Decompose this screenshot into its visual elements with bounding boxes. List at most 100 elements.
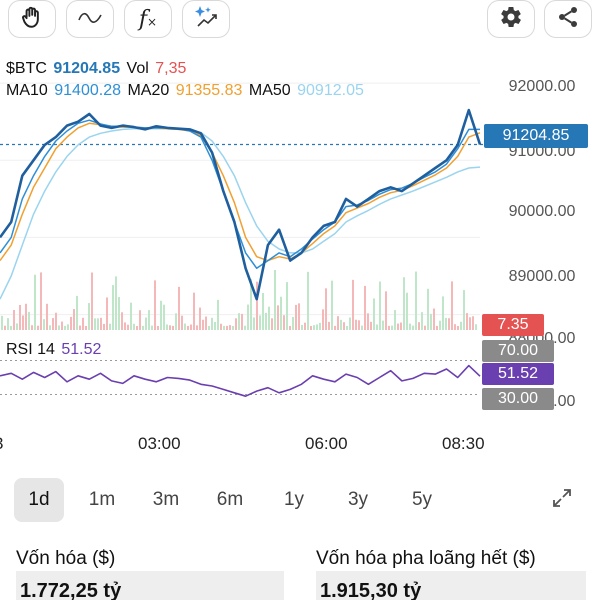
volume-bar	[340, 319, 342, 330]
volume-bar	[418, 322, 420, 330]
volume-bar	[10, 325, 12, 330]
range-5y[interactable]: 5y	[411, 489, 433, 510]
volume-bar	[412, 325, 414, 330]
volume-bar	[208, 325, 210, 330]
volume-bar	[442, 296, 444, 330]
volume-bar	[181, 315, 183, 330]
volume-bar	[16, 323, 18, 330]
volume-bar	[19, 304, 21, 330]
volume-bar	[121, 312, 123, 330]
volume-bar	[466, 313, 468, 330]
volume-bar	[352, 279, 354, 330]
volume-bar	[349, 317, 351, 330]
price-chart[interactable]	[0, 40, 600, 420]
volume-bar	[199, 307, 201, 330]
range-6m[interactable]: 6m	[216, 489, 244, 510]
rsi-line	[0, 364, 481, 398]
volume-bar	[430, 313, 432, 330]
volume-bar	[355, 319, 357, 330]
volume-bar	[394, 310, 396, 330]
rsi-30-badge: 30.00	[482, 388, 554, 410]
price-tick-92000: 92000.00	[508, 78, 576, 95]
range-3y[interactable]: 3y	[347, 489, 369, 510]
time-tick-0300: 03:00	[138, 434, 181, 453]
volume-bar	[91, 272, 93, 330]
line-style-button[interactable]	[66, 0, 114, 38]
share-icon	[556, 5, 580, 34]
volume-bar	[427, 288, 429, 330]
volume-bar	[445, 317, 447, 330]
settings-button[interactable]	[487, 0, 535, 38]
volume-bar	[424, 325, 426, 330]
volume-bar	[55, 312, 57, 330]
volume-bar	[157, 325, 159, 330]
volume-bar	[304, 322, 306, 330]
volume-bar	[463, 290, 465, 330]
volume-bar	[415, 271, 417, 330]
volume-bar	[88, 303, 90, 330]
volume-bar	[226, 325, 228, 330]
volume-bar	[283, 315, 285, 330]
volume-bar	[253, 317, 255, 330]
ma50-line	[0, 127, 481, 300]
volume-bar	[85, 325, 87, 330]
volume-bar	[454, 324, 456, 330]
volume-bar	[82, 317, 84, 330]
volume-bar	[31, 325, 33, 330]
volume-bar	[64, 325, 66, 330]
volume-bar	[25, 303, 27, 330]
volume-bar	[229, 325, 231, 330]
volume-bar	[265, 312, 267, 330]
volume-bar	[127, 324, 129, 330]
range-3m[interactable]: 3m	[152, 489, 180, 510]
volume-bar	[280, 296, 282, 330]
volume-bar	[46, 303, 48, 330]
drawing-tool-button[interactable]	[8, 0, 56, 38]
volume-bar	[109, 323, 111, 330]
volume-bar	[220, 323, 222, 330]
indicators-button[interactable]: f×	[124, 0, 172, 38]
volume-bar	[169, 325, 171, 330]
ma50-value: 90912.05	[297, 82, 364, 99]
volume-bar	[7, 318, 9, 330]
volume-bar	[139, 310, 141, 330]
volume-bar	[250, 279, 252, 330]
volume-bar	[178, 286, 180, 330]
ai-analysis-button[interactable]	[182, 0, 230, 38]
volume-bar	[106, 297, 108, 330]
volume-bar	[343, 322, 345, 330]
volume-bar	[364, 285, 366, 330]
volume-bar	[409, 323, 411, 330]
sparkle-chart-icon	[192, 4, 220, 35]
volume-bar	[118, 297, 120, 330]
volume-bar	[163, 304, 165, 330]
volume-bar	[436, 325, 438, 330]
fdv-label: Vốn hóa pha loãng hết ($)	[316, 548, 536, 569]
volume-bar	[379, 281, 381, 330]
rsi-legend: RSI 14 51.52	[6, 341, 103, 359]
wave-icon	[77, 7, 103, 32]
volume-bar	[325, 288, 327, 330]
share-button[interactable]	[544, 0, 592, 38]
volume-bar	[403, 277, 405, 330]
range-1y[interactable]: 1y	[283, 489, 305, 510]
volume-bar	[238, 313, 240, 330]
volume-bar	[130, 302, 132, 330]
range-1m[interactable]: 1m	[88, 489, 116, 510]
volume-bar	[166, 324, 168, 330]
volume-bar	[439, 320, 441, 330]
range-1d[interactable]: 1d	[14, 478, 64, 522]
volume-bar	[397, 323, 399, 330]
ma20-label: MA20	[127, 82, 170, 99]
volume-bar	[196, 325, 198, 330]
volume-bar	[100, 317, 102, 330]
volume-bar	[61, 321, 63, 330]
vol-value: 7,35	[155, 60, 187, 77]
volume-bar	[373, 298, 375, 330]
fullscreen-button[interactable]	[546, 484, 578, 516]
volume-bar	[334, 325, 336, 330]
volume-bar	[277, 305, 279, 330]
volume-bar	[184, 323, 186, 330]
volume-bar	[28, 311, 30, 330]
volume-bar	[259, 315, 261, 330]
